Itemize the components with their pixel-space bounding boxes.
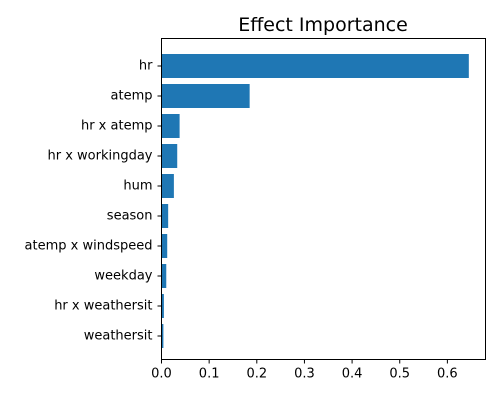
y-tick-label-hr-x-weathersit: hr x weathersit [54, 299, 152, 314]
x-tick-label-4: 0.4 [342, 367, 363, 382]
chart-title: Effect Importance [238, 14, 408, 36]
y-tick-label-weathersit: weathersit [84, 329, 153, 344]
plot-frame [161, 38, 486, 360]
bar-atemp [161, 84, 250, 108]
bar-hr [161, 54, 469, 78]
y-tick-label-hr: hr [139, 59, 153, 74]
y-tick-label-hr-x-atemp: hr x atemp [81, 119, 153, 134]
y-tick-label-hr-x-workingday: hr x workingday [47, 149, 152, 164]
y-tick-label-season: season [107, 209, 153, 224]
bar-hr-x-atemp [161, 114, 180, 138]
y-axis: hr atemp hr x atemp hr x workingday hum seaso… [25, 59, 162, 344]
bar-hr-x-workingday [161, 144, 178, 168]
y-tick-label-atemp: atemp [111, 89, 153, 104]
bar-hr-x-weathersit [161, 294, 164, 318]
bar-atemp-x-windspeed [161, 234, 168, 258]
x-tick-label-2: 0.2 [246, 367, 267, 382]
x-tick-label-0: 0.0 [151, 367, 172, 382]
bar-weathersit [161, 324, 164, 348]
x-tick-label-1: 0.1 [199, 367, 220, 382]
bars-group [161, 54, 469, 348]
y-tick-label-atemp-x-windspeed: atemp x windspeed [25, 239, 153, 254]
x-tick-label-3: 0.3 [294, 367, 315, 382]
y-tick-label-hum: hum [123, 179, 152, 194]
y-tick-label-weekday: weekday [94, 269, 152, 284]
x-axis: 0.0 0.1 0.2 0.3 0.4 0.5 0.6 [151, 359, 458, 382]
bar-weekday [161, 264, 167, 288]
x-tick-label-5: 0.5 [389, 367, 410, 382]
bar-hum [161, 174, 174, 198]
bar-season [161, 204, 169, 228]
x-tick-label-6: 0.6 [437, 367, 458, 382]
